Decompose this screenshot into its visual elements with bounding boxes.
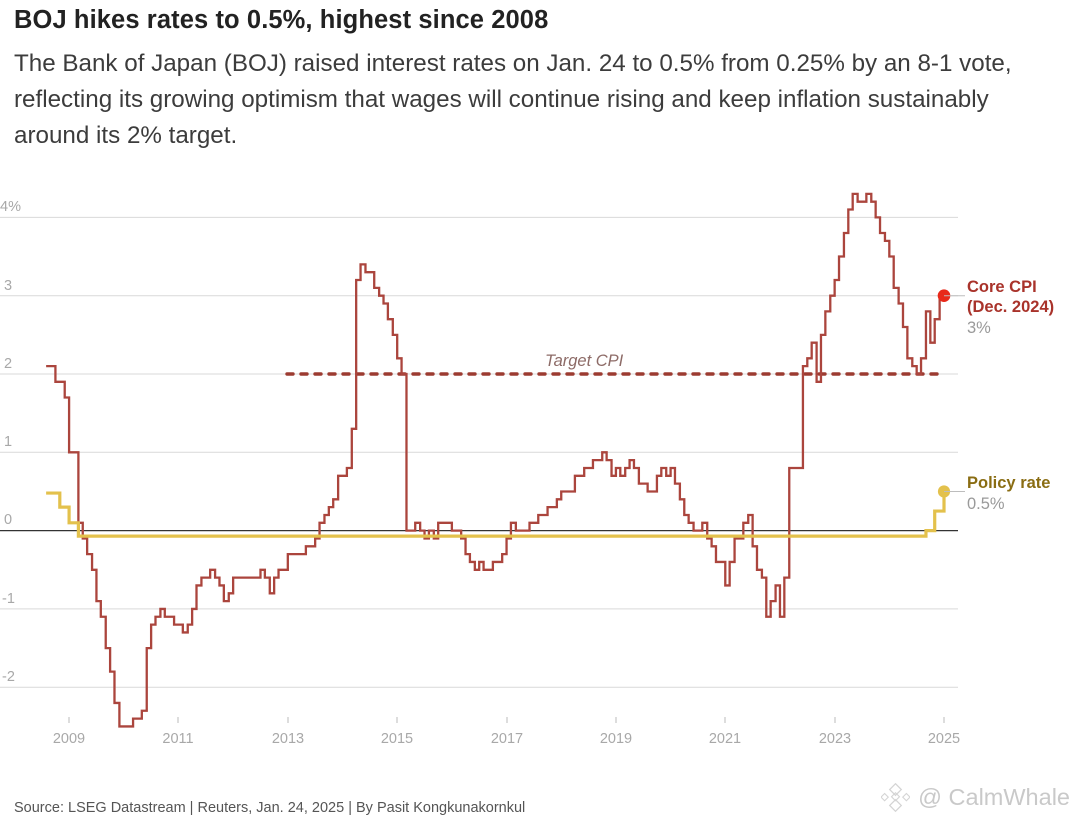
svg-text:2011: 2011 xyxy=(162,731,193,747)
svg-text:2023: 2023 xyxy=(819,731,851,747)
svg-text:Target CPI: Target CPI xyxy=(545,352,624,370)
svg-text:2: 2 xyxy=(4,356,12,372)
svg-text:Policy rate: Policy rate xyxy=(967,474,1050,492)
svg-text:1: 1 xyxy=(4,434,12,450)
svg-text:3: 3 xyxy=(4,278,12,294)
svg-text:2013: 2013 xyxy=(272,731,304,747)
svg-text:2019: 2019 xyxy=(600,731,632,747)
svg-text:2017: 2017 xyxy=(491,731,523,747)
svg-text:2021: 2021 xyxy=(709,731,741,747)
svg-text:4%: 4% xyxy=(0,199,21,215)
svg-text:-2: -2 xyxy=(2,669,15,685)
svg-text:Core CPI: Core CPI xyxy=(967,278,1037,296)
svg-text:2025: 2025 xyxy=(928,731,960,747)
svg-text:-1: -1 xyxy=(2,591,15,607)
svg-text:(Dec. 2024): (Dec. 2024) xyxy=(967,298,1054,316)
svg-text:2009: 2009 xyxy=(53,731,85,747)
svg-text:2015: 2015 xyxy=(381,731,413,747)
svg-text:0: 0 xyxy=(4,512,12,528)
svg-text:0.5%: 0.5% xyxy=(967,495,1005,513)
svg-text:3%: 3% xyxy=(967,319,991,337)
